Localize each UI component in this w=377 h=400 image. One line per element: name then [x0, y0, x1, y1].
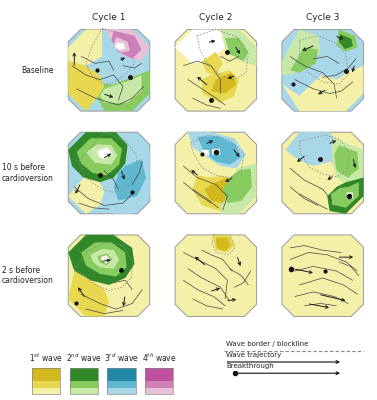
Text: Cycle 2: Cycle 2 — [199, 14, 233, 22]
Text: Cycle 3: Cycle 3 — [306, 14, 339, 22]
Polygon shape — [202, 52, 223, 75]
Polygon shape — [212, 149, 221, 154]
Text: 3$^{rd}$ wave: 3$^{rd}$ wave — [104, 352, 139, 364]
Polygon shape — [86, 144, 117, 165]
Polygon shape — [211, 73, 237, 94]
Polygon shape — [68, 235, 135, 285]
Polygon shape — [68, 132, 150, 214]
Polygon shape — [347, 192, 353, 198]
Polygon shape — [339, 34, 353, 49]
Polygon shape — [113, 159, 146, 201]
Polygon shape — [193, 175, 234, 211]
Polygon shape — [95, 70, 150, 111]
Polygon shape — [188, 132, 246, 168]
Text: 2 s before
cardioversion: 2 s before cardioversion — [2, 266, 54, 285]
Polygon shape — [216, 238, 231, 252]
Polygon shape — [109, 150, 150, 214]
Polygon shape — [223, 168, 252, 203]
Polygon shape — [282, 235, 363, 316]
Polygon shape — [225, 38, 248, 61]
Polygon shape — [221, 164, 257, 214]
Polygon shape — [334, 145, 359, 178]
Polygon shape — [118, 44, 123, 48]
Polygon shape — [81, 242, 127, 276]
Polygon shape — [290, 47, 318, 73]
Text: Wave border / blockline: Wave border / blockline — [226, 341, 309, 347]
Polygon shape — [68, 178, 104, 214]
Polygon shape — [109, 266, 135, 301]
Polygon shape — [327, 178, 363, 214]
Polygon shape — [282, 66, 363, 111]
Polygon shape — [175, 30, 257, 111]
Polygon shape — [111, 31, 141, 59]
Polygon shape — [282, 30, 320, 75]
Polygon shape — [175, 30, 225, 63]
Polygon shape — [115, 42, 125, 50]
Polygon shape — [68, 61, 104, 111]
Text: Wave trajectory: Wave trajectory — [226, 352, 282, 358]
Text: 10 s before
cardioversion: 10 s before cardioversion — [2, 163, 54, 183]
Text: 1$^{st}$ wave: 1$^{st}$ wave — [29, 352, 63, 364]
Polygon shape — [113, 37, 130, 53]
Polygon shape — [100, 75, 141, 103]
Text: Baseline: Baseline — [21, 66, 54, 75]
Polygon shape — [101, 255, 111, 264]
Polygon shape — [90, 249, 119, 269]
Text: Breakthrough: Breakthrough — [226, 363, 274, 369]
Polygon shape — [104, 29, 150, 61]
Polygon shape — [175, 235, 257, 316]
Polygon shape — [331, 182, 359, 208]
Polygon shape — [68, 30, 150, 111]
Polygon shape — [97, 148, 113, 159]
Polygon shape — [286, 132, 339, 166]
Polygon shape — [175, 132, 257, 214]
Polygon shape — [204, 178, 232, 203]
Polygon shape — [77, 138, 122, 175]
Text: 4$^{th}$ wave: 4$^{th}$ wave — [142, 352, 177, 364]
Polygon shape — [68, 132, 127, 182]
Polygon shape — [68, 235, 150, 316]
Polygon shape — [282, 30, 363, 111]
Polygon shape — [197, 136, 241, 165]
Polygon shape — [332, 138, 363, 187]
Polygon shape — [202, 150, 209, 155]
Polygon shape — [68, 30, 102, 66]
Text: Cycle 1: Cycle 1 — [92, 14, 126, 22]
Polygon shape — [337, 30, 357, 52]
Text: 2$^{nd}$ wave: 2$^{nd}$ wave — [66, 352, 102, 364]
Polygon shape — [213, 235, 234, 252]
Polygon shape — [97, 254, 113, 266]
Polygon shape — [282, 132, 363, 214]
Polygon shape — [221, 30, 257, 66]
Polygon shape — [68, 271, 109, 316]
Polygon shape — [202, 70, 239, 103]
